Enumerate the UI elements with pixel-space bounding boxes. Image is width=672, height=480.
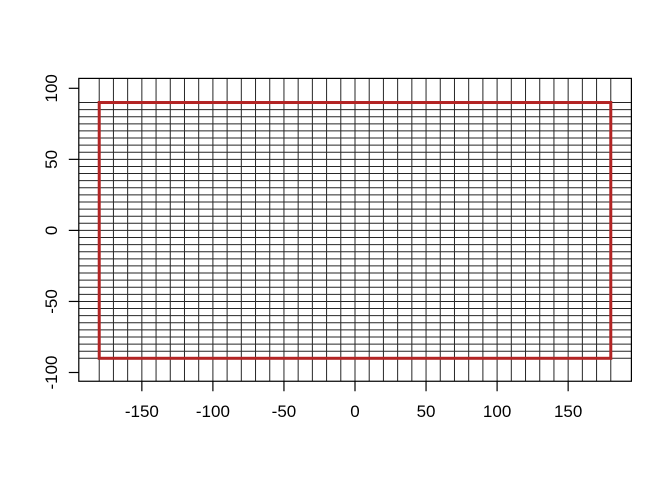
svg-text:-100: -100 xyxy=(196,402,230,421)
svg-text:-50: -50 xyxy=(272,402,297,421)
svg-text:-150: -150 xyxy=(125,402,159,421)
svg-text:100: 100 xyxy=(42,74,61,102)
svg-text:0: 0 xyxy=(350,402,359,421)
svg-text:-100: -100 xyxy=(42,355,61,389)
svg-text:50: 50 xyxy=(417,402,436,421)
svg-text:50: 50 xyxy=(42,150,61,169)
svg-text:-50: -50 xyxy=(42,289,61,314)
svg-text:150: 150 xyxy=(554,402,582,421)
svg-text:0: 0 xyxy=(42,226,61,235)
svg-text:100: 100 xyxy=(483,402,511,421)
